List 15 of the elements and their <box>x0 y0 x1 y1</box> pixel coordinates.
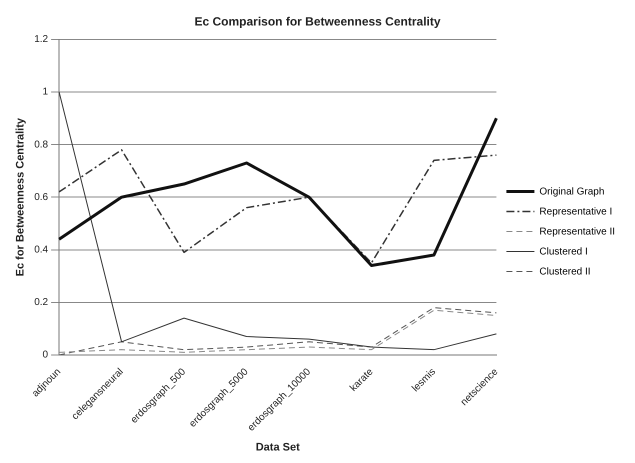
y-tick-label: 1.2 <box>34 34 49 46</box>
legend-label: Representative II <box>539 226 616 238</box>
y-axis-title: Ec for Betweenness Centrality <box>14 117 27 276</box>
legend-label: Clustered II <box>539 266 591 278</box>
legend-label: Original Graph <box>539 186 604 198</box>
x-axis-title: Data Set <box>256 441 300 454</box>
y-tick-label: 0.4 <box>34 244 49 256</box>
legend-label: Representative I <box>539 206 612 218</box>
legend-label: Clustered I <box>539 246 588 258</box>
chart-title: Ec Comparison for Betweenness Centrality <box>194 14 441 29</box>
y-tick-label: 0.2 <box>34 297 49 308</box>
y-tick-label: 0.6 <box>34 192 49 203</box>
y-tick-label: 0.8 <box>34 139 49 150</box>
y-tick-label: 0 <box>42 350 49 361</box>
y-tick-label: 1 <box>42 86 49 98</box>
